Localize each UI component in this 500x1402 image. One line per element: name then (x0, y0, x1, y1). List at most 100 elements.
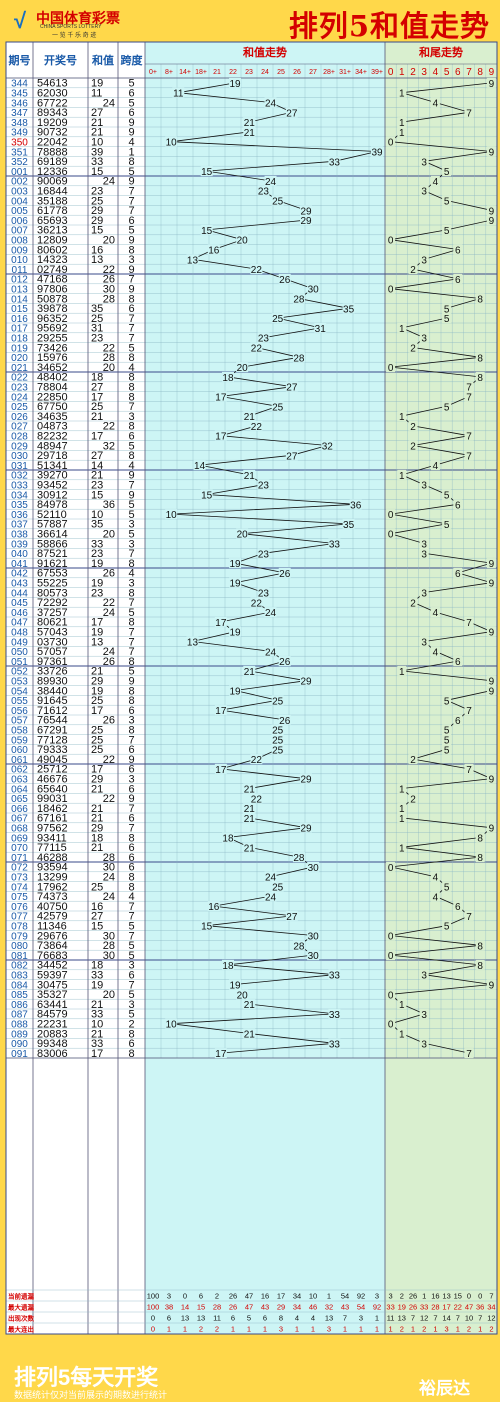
sum-cell: 18 (91, 372, 103, 384)
sum-point-bg (214, 763, 227, 774)
sum-cell: 21 (91, 411, 103, 423)
period-cell: 064 (11, 784, 28, 795)
tail-point: 1 (399, 785, 405, 796)
tail-point-bg (430, 646, 440, 657)
sum-point-bg (292, 293, 305, 304)
sum-point: 28 (293, 853, 305, 864)
tail-point: 5 (444, 167, 450, 178)
sum-axis-label: 34+ (355, 69, 367, 76)
china-sports-lottery-logo: √ 中国体育彩票 CHINA SPORTS LOTTERY 一 览 千 乐 奇 … (14, 6, 149, 39)
sum-cell: 28 (103, 352, 115, 364)
sum-cell: 21 (91, 813, 103, 825)
number-cell: 89930 (37, 676, 68, 688)
period-cell: 039 (11, 539, 28, 550)
sum-point: 22 (251, 265, 263, 276)
span-cell: 9 (128, 176, 134, 188)
tail-point: 6 (455, 902, 461, 913)
tail-point-bg (464, 450, 474, 461)
period-cell: 012 (11, 275, 28, 286)
stat-tail-value: 1 (411, 1325, 415, 1334)
tail-point-bg (419, 332, 429, 343)
sum-point: 13 (187, 638, 199, 649)
span-cell: 9 (128, 127, 134, 139)
stat-tail-value: 0 (478, 1292, 482, 1301)
period-cell: 017 (11, 324, 28, 335)
sum-point-bg (236, 528, 249, 539)
sum-cell: 23 (91, 548, 103, 560)
sum-cell: 35 (91, 303, 103, 315)
tail-point-bg (475, 940, 485, 951)
number-cell: 97361 (37, 656, 68, 668)
sum-point-bg (229, 77, 242, 88)
period-cell: 053 (11, 677, 28, 688)
tail-point-bg (442, 224, 452, 235)
sum-cell: 27 (91, 911, 103, 923)
sum-point: 21 (244, 785, 256, 796)
tail-point-bg (397, 322, 407, 333)
span-cell: 5 (128, 529, 134, 541)
sum-point: 16 (208, 246, 220, 257)
number-cell: 95692 (37, 323, 68, 335)
span-cell: 6 (128, 107, 134, 119)
number-cell: 84978 (37, 499, 68, 511)
tail-point-bg (386, 283, 396, 294)
period-cell: 072 (11, 863, 28, 874)
sum-point-bg (257, 548, 270, 559)
sum-point-bg (285, 107, 298, 118)
sum-cell: 21 (91, 803, 103, 815)
period-cell: 006 (11, 216, 28, 227)
number-cell: 35327 (37, 989, 68, 1001)
tail-point: 0 (388, 530, 394, 541)
sum-cell: 19 (91, 685, 103, 697)
sum-trend-area (145, 42, 385, 1334)
sum-point-bg (271, 401, 284, 412)
tail-point-bg (486, 685, 496, 696)
sum-point-bg (186, 636, 199, 647)
span-cell: 7 (128, 930, 134, 942)
stat-sum-value: 11 (213, 1314, 221, 1323)
sum-point: 27 (286, 383, 298, 394)
tail-point-bg (397, 812, 407, 823)
tail-point: 5 (444, 402, 450, 413)
number-cell: 22850 (37, 391, 68, 403)
sum-point-bg (243, 812, 256, 823)
span-cell: 7 (128, 901, 134, 913)
tail-point-bg (464, 616, 474, 627)
tail-point-bg (408, 440, 418, 451)
sum-cell: 24 (103, 97, 115, 109)
period-cell: 345 (11, 89, 28, 100)
stat-sum-value: 7 (343, 1314, 347, 1323)
table-border (5, 41, 498, 1335)
stat-sum-value: 6 (231, 1314, 235, 1323)
sum-axis-label: 23 (245, 69, 253, 76)
sum-point-bg (214, 391, 227, 402)
period-cell: 055 (11, 696, 28, 707)
sum-cell: 22 (103, 264, 115, 276)
number-cell: 16844 (37, 186, 68, 198)
sum-cell: 10 (91, 509, 103, 521)
sum-cell: 23 (91, 587, 103, 599)
sum-point-bg (243, 842, 256, 853)
stat-tail-value: 1 (478, 1325, 482, 1334)
sum-point-bg (300, 205, 313, 216)
tail-point-bg (397, 1028, 407, 1039)
span-cell: 3 (128, 960, 134, 972)
tail-point: 7 (466, 432, 472, 443)
sum-point: 27 (286, 451, 298, 462)
tail-trend-line (389, 82, 493, 1054)
tail-point: 7 (466, 108, 472, 119)
number-cell: 20883 (37, 1028, 68, 1040)
stat-tail-value: 47 (465, 1303, 473, 1312)
sum-cell: 35 (91, 519, 103, 531)
number-cell: 04873 (37, 421, 68, 433)
stat-sum-value: 0 (151, 1325, 155, 1334)
period-cell: 089 (11, 1029, 28, 1040)
tail-axis-label: 5 (444, 67, 450, 78)
sum-cell: 21 (91, 470, 103, 482)
sum-cell: 15 (91, 225, 103, 237)
tail-point-bg (386, 362, 396, 373)
stat-tail-value: 17 (442, 1303, 450, 1312)
sum-point-bg (271, 734, 284, 745)
sum-point: 25 (272, 197, 284, 208)
tail-point: 1 (399, 814, 405, 825)
